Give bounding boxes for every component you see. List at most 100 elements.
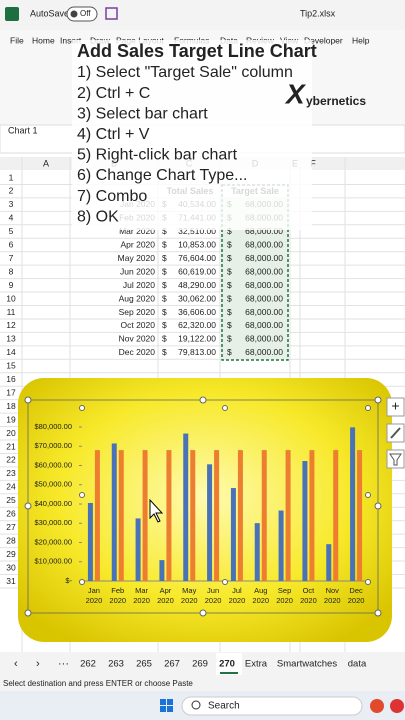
table-cell: Oct 2020 (121, 320, 156, 330)
table-cell: 68,000.00 (245, 280, 283, 290)
bar (350, 427, 356, 581)
bar (285, 450, 291, 581)
bar (190, 450, 196, 581)
y-tick-label: $80,000.00 (34, 422, 72, 431)
sheet-tab[interactable]: 262 (80, 659, 96, 670)
table-cell: $ (162, 347, 167, 357)
ribbon-tab[interactable]: File (10, 35, 24, 45)
chart-handle[interactable] (199, 396, 207, 404)
table-cell: $ (162, 280, 167, 290)
chart-handle[interactable] (374, 396, 382, 404)
table-cell: Sep 2020 (119, 307, 156, 317)
tab-prev[interactable]: ‹ (14, 658, 18, 670)
search-box[interactable] (181, 696, 363, 716)
ribbon-tab[interactable]: Insert (60, 35, 82, 45)
plot-handle[interactable] (79, 405, 85, 411)
table-cell: $ (162, 266, 167, 276)
tab-more[interactable]: ··· (58, 658, 69, 670)
table-cell: $ (227, 266, 232, 276)
table-cell: $ (227, 334, 232, 344)
chart-elements-button[interactable] (386, 397, 405, 417)
table-cell: Dec 2020 (119, 347, 156, 357)
sheet-tab[interactable]: 263 (108, 659, 124, 670)
row-number: 22 (6, 455, 16, 465)
sheet-tab[interactable]: Extra (245, 659, 268, 670)
overlay-step: 7) Combo (77, 188, 147, 205)
chart-handle[interactable] (24, 609, 32, 617)
sheet-tab[interactable]: Smartwatches (277, 659, 337, 670)
ribbon-tab[interactable]: Home (32, 35, 55, 45)
x-tick-label: 2020 (86, 596, 103, 605)
sheet-tab[interactable]: 269 (192, 659, 208, 670)
sheet-tab[interactable]: 265 (136, 659, 152, 670)
x-tick-label: 2020 (229, 596, 246, 605)
row-number: 2 (9, 186, 14, 196)
bar (357, 450, 363, 581)
app-icon[interactable] (390, 699, 404, 713)
plot-handle[interactable] (222, 579, 228, 585)
bar (159, 560, 165, 581)
start-tile (160, 699, 166, 705)
sheet-tab[interactable]: 270 (219, 659, 235, 670)
app-icon[interactable] (370, 699, 384, 713)
chart-handle[interactable] (24, 502, 32, 510)
tab-next[interactable]: › (36, 658, 40, 670)
bar (237, 450, 243, 581)
chart-handle[interactable] (24, 396, 32, 404)
autosave-toggle[interactable] (66, 6, 98, 22)
bar (214, 450, 220, 581)
plot-handle[interactable] (79, 579, 85, 585)
row-number: 14 (6, 347, 16, 357)
bar (326, 544, 332, 581)
sheet-tab[interactable]: data (348, 659, 367, 670)
save-icon[interactable] (105, 7, 118, 20)
x-tick-label: 2020 (276, 596, 293, 605)
y-tick-label: $50,000.00 (34, 480, 72, 489)
plus-icon: + (391, 398, 399, 414)
table-cell: 79,813.00 (178, 347, 216, 357)
target-cell (221, 278, 289, 293)
plot-handle[interactable] (79, 492, 85, 498)
plot-handle[interactable] (365, 492, 371, 498)
overlay-step: 5) Right-click bar chart (77, 147, 238, 164)
start-button[interactable] (160, 699, 173, 712)
ribbon-tab[interactable]: Developer (304, 35, 343, 45)
chart-handle[interactable] (199, 609, 207, 617)
column-header: F (310, 158, 316, 168)
x-tick-label: 2020 (348, 596, 365, 605)
logo-text: ybernetics (306, 94, 366, 108)
table-cell: 30,062.00 (178, 293, 216, 303)
table-cell: Aug 2020 (119, 293, 156, 303)
row-number: 31 (6, 576, 16, 586)
overlay-step: 2) Ctrl + C (77, 85, 150, 102)
row-number: 3 (9, 199, 14, 209)
table-cell: 19,122.00 (178, 334, 216, 344)
plot-handle[interactable] (365, 405, 371, 411)
bar (207, 464, 213, 581)
start-tile (167, 706, 173, 712)
chart-handle[interactable] (374, 609, 382, 617)
row-number: 15 (6, 361, 16, 371)
target-cell (221, 305, 289, 320)
row-number: 26 (6, 509, 16, 519)
table-cell: Jun 2020 (120, 266, 155, 276)
sheet-tab[interactable]: 267 (164, 659, 180, 670)
plot-handle[interactable] (222, 405, 228, 411)
x-tick-label: Oct (303, 586, 316, 595)
table-cell: 36,606.00 (178, 307, 216, 317)
excel-icon (5, 7, 19, 21)
table-cell: 68,000.00 (245, 253, 283, 263)
table-cell: Jul 2020 (123, 280, 155, 290)
overlay-step: 3) Select bar chart (77, 105, 208, 122)
target-cell (221, 252, 289, 266)
row-number: 30 (6, 562, 16, 572)
row-number: 28 (6, 535, 16, 545)
name-box[interactable]: Chart 1 (8, 125, 38, 135)
table-cell: 62,320.00 (178, 320, 216, 330)
chart-handle[interactable] (374, 502, 382, 510)
target-cell (221, 238, 289, 252)
plot-handle[interactable] (365, 579, 371, 585)
ribbon-tab[interactable]: Help (352, 35, 370, 45)
bar (118, 450, 124, 581)
target-cell (221, 265, 289, 279)
